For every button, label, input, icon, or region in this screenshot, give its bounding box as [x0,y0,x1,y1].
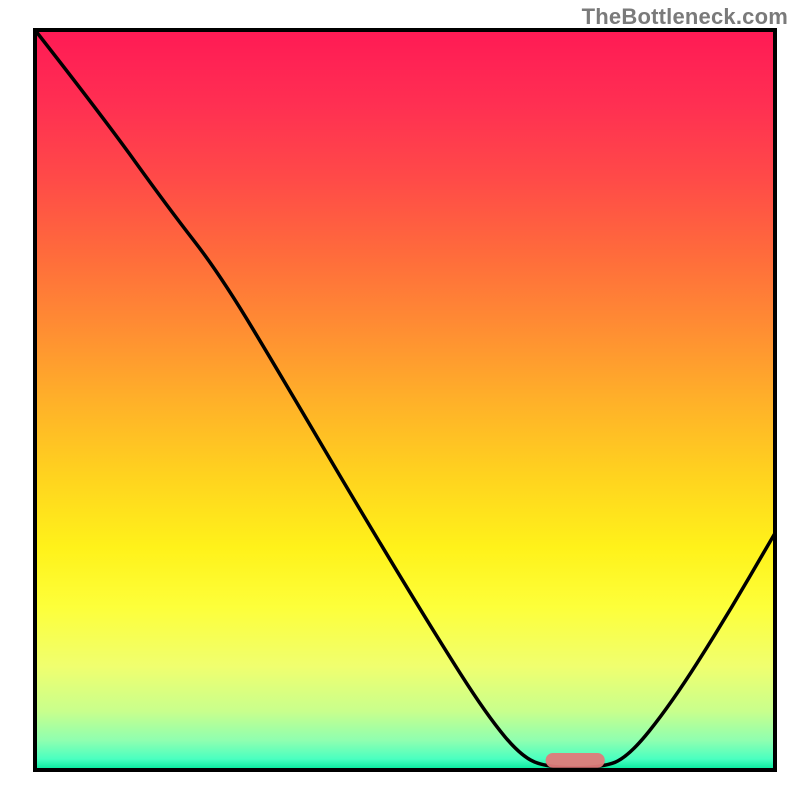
plot-background [35,30,775,770]
chart-container: TheBottleneck.com [0,0,800,800]
optimal-marker [546,753,605,768]
watermark-text: TheBottleneck.com [582,4,788,30]
bottleneck-chart [0,0,800,800]
